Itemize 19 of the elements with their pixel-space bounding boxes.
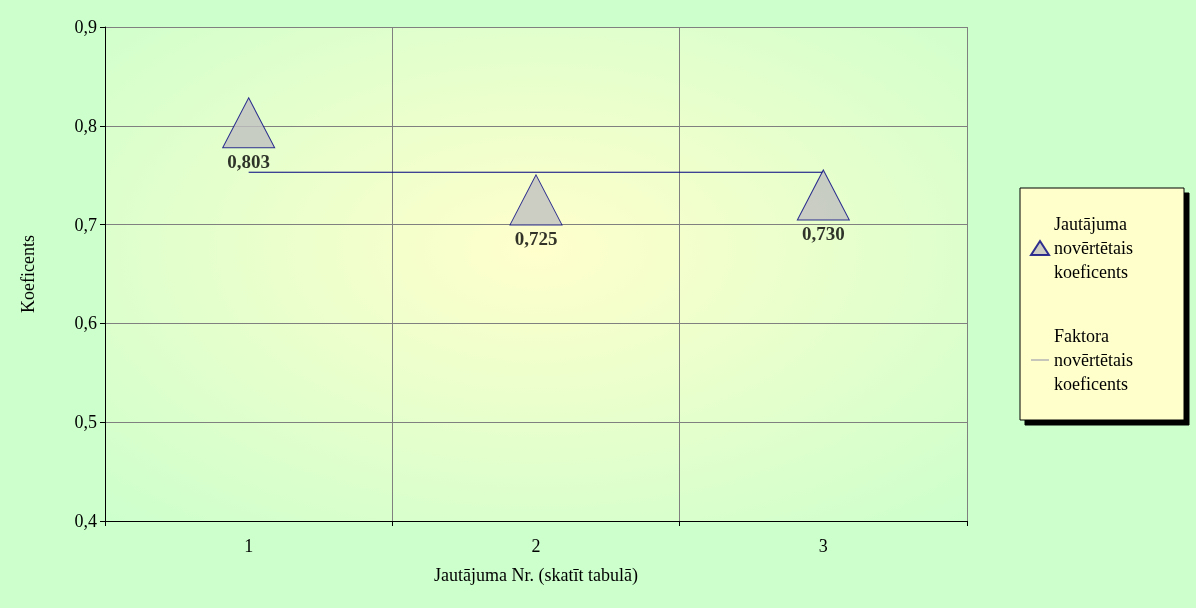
y-tick-label: 0,6 <box>74 313 97 334</box>
point <box>222 97 276 149</box>
y-tick-label: 0,9 <box>74 17 97 37</box>
legend-label: Jautājuma novērtētais koeficents <box>1054 214 1138 282</box>
x-tick-label: 3 <box>818 536 828 556</box>
point <box>509 174 563 226</box>
y-tick-label: 0,8 <box>74 115 97 136</box>
y-tick-label: 0,7 <box>74 214 97 235</box>
data-label: 0,803 <box>227 151 271 173</box>
data-label: 0,725 <box>514 228 558 250</box>
x-tick-label: 1 <box>244 536 254 556</box>
x-tick-label: 2 <box>531 536 541 556</box>
point <box>796 169 850 221</box>
data-label: 0,730 <box>801 223 845 245</box>
x-axis-title: Jautājuma Nr. (skatīt tabulā) <box>434 565 638 586</box>
y-tick-label: 0,4 <box>74 511 97 531</box>
y-tick-label: 0,5 <box>74 412 97 433</box>
legend-label: Faktora novērtētais koeficents <box>1054 326 1138 394</box>
y-axis-title: Koeficents <box>18 235 38 313</box>
